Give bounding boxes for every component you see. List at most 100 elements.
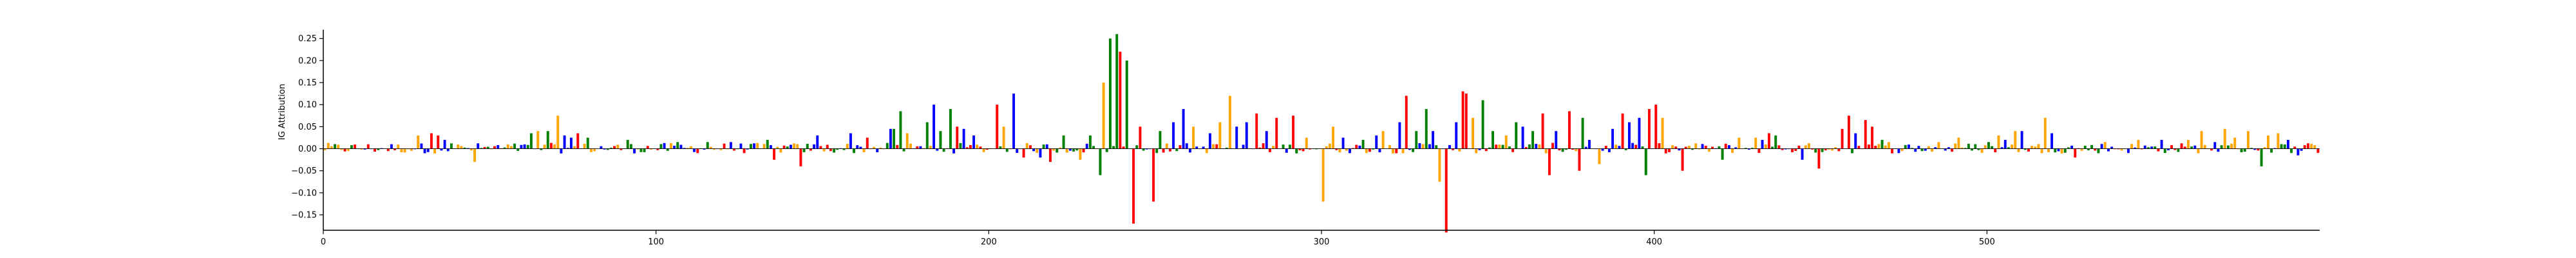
logo-column-G — [1931, 148, 1934, 152]
logo-column-G — [2014, 131, 2017, 149]
logo-column-G — [2011, 144, 2014, 149]
logo-column-G — [1960, 147, 1964, 149]
logo-column-A — [2226, 145, 2230, 149]
logo-column-G — [1332, 126, 1335, 149]
logo-column-G — [846, 144, 849, 149]
logo-column-C — [813, 144, 816, 149]
logo-column-C — [1182, 109, 1185, 149]
logo-column-A — [833, 148, 836, 153]
x-tick-label: 500 — [1979, 237, 1995, 247]
logo-column-C — [703, 148, 706, 150]
logo-column-T — [1841, 128, 1844, 149]
logo-column-A — [1904, 144, 1907, 149]
logo-column-G — [1328, 143, 1331, 149]
logo-column-C — [856, 145, 859, 149]
y-axis: −0.15 −0.10 −0.05 0.00 0.05 0.10 0.15 0.20 0.25 — [291, 30, 324, 230]
logo-column-T — [1724, 143, 1727, 149]
logo-column-T — [576, 133, 580, 149]
logo-column-A — [2083, 145, 2087, 149]
logo-column-A — [1005, 148, 1009, 152]
logo-column-A — [1581, 117, 1584, 149]
logo-column-G — [346, 148, 350, 152]
y-axis-label: IG Attribution — [278, 84, 287, 140]
logo-column-T — [386, 148, 390, 152]
logo-column-C — [1618, 146, 1621, 149]
logo-column-G — [2043, 117, 2047, 149]
logo-column-A — [1515, 122, 1518, 149]
logo-column-C — [1907, 144, 1910, 149]
logo-column-T — [1302, 148, 1305, 152]
logo-column-G — [1698, 148, 1701, 150]
logo-column-A — [1880, 139, 1884, 149]
logo-column-G — [457, 144, 460, 149]
logo-column-A — [639, 148, 643, 152]
logo-column-A — [2190, 146, 2193, 149]
logo-column-G — [1365, 148, 1368, 154]
logo-column-A — [2090, 144, 2094, 149]
logo-column-T — [2074, 148, 2077, 158]
logo-column-G — [1025, 143, 1028, 149]
logo-column-T — [819, 146, 822, 149]
logo-column-T — [2174, 148, 2177, 150]
logo-column-T — [613, 146, 616, 149]
logo-column-G — [1834, 147, 1837, 149]
logo-column-G — [460, 146, 463, 149]
logo-column-T — [799, 148, 802, 166]
logo-column-C — [849, 133, 852, 149]
logo-column-C — [1854, 133, 1857, 149]
logo-column-C — [2003, 139, 2007, 149]
logo-column-C — [1285, 148, 1288, 153]
logo-column-T — [896, 144, 899, 149]
y-tick-label: 0.15 — [298, 79, 317, 88]
logo-column-T — [1647, 109, 1651, 149]
logo-column-C — [2134, 147, 2137, 149]
logo-column-T — [985, 148, 989, 150]
logo-column-G — [1052, 148, 1056, 151]
logo-column-G — [982, 148, 985, 152]
logo-column-A — [1435, 145, 1438, 149]
logo-column-A — [925, 122, 929, 149]
logo-column-C — [2020, 131, 2023, 149]
logo-column-C — [1235, 126, 1238, 149]
logo-column-A — [377, 148, 380, 150]
logo-column-C — [1924, 148, 1927, 151]
logo-column-A — [1412, 148, 1415, 152]
logo-column-A — [676, 142, 679, 149]
logo-column-G — [340, 148, 343, 150]
logo-column-G — [489, 148, 493, 150]
logo-column-A — [1075, 148, 1079, 151]
logo-column-G — [1544, 148, 1548, 154]
logo-column-G — [1598, 148, 1601, 164]
logo-column-G — [583, 143, 586, 149]
logo-column-G — [1438, 148, 1441, 182]
logo-column-A — [2163, 148, 2166, 154]
logo-column-C — [1897, 148, 1900, 154]
logo-column-A — [2280, 144, 2283, 149]
logo-column-G — [1321, 148, 1325, 202]
logo-column-G — [1498, 144, 1501, 149]
logo-column-T — [1711, 146, 1714, 149]
logo-column-C — [1145, 148, 1148, 150]
logo-column-T — [1667, 148, 1671, 152]
logo-column-T — [2094, 148, 2097, 151]
logo-column-A — [1288, 144, 1291, 149]
logo-column-G — [2223, 128, 2226, 149]
logo-column-C — [380, 148, 383, 149]
logo-column-G — [862, 148, 866, 153]
logo-column-T — [2027, 148, 2030, 152]
logo-column-G — [2040, 148, 2043, 154]
logo-column-T — [1797, 145, 1801, 149]
logo-column-T — [773, 148, 776, 160]
logo-column-A — [1531, 131, 1535, 149]
logo-column-A — [546, 131, 549, 149]
logo-column-A — [836, 148, 839, 150]
logo-column-C — [1188, 148, 1191, 153]
logo-column-C — [1638, 117, 1641, 149]
logo-column-A — [1644, 148, 1647, 175]
logo-column-G — [762, 144, 766, 149]
logo-column-C — [2126, 148, 2130, 154]
logo-column-T — [1028, 145, 1032, 149]
logo-column-C — [1584, 146, 1587, 149]
logo-column-A — [2283, 144, 2286, 149]
